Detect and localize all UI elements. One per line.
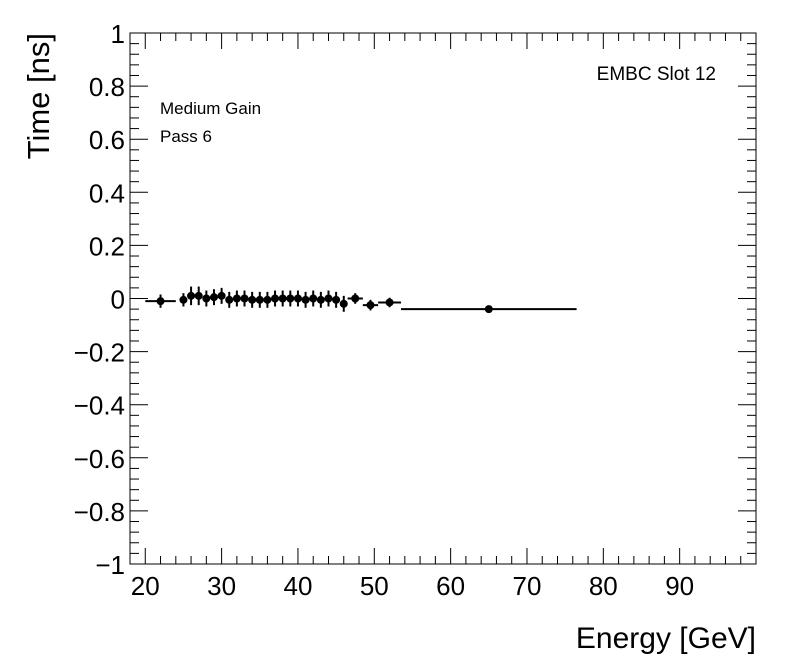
slot-annotation: EMBC Slot 12 xyxy=(597,64,716,85)
point-marker xyxy=(366,301,375,310)
y-tick-label: −0.4 xyxy=(74,391,125,421)
point-marker xyxy=(179,295,188,304)
point-marker xyxy=(156,297,165,306)
data-point xyxy=(378,297,402,308)
y-tick-label: 0.6 xyxy=(89,125,125,155)
data-point xyxy=(217,287,226,304)
data-point xyxy=(324,290,333,307)
point-marker xyxy=(309,294,318,303)
point-marker xyxy=(301,295,310,304)
x-tick-label: 20 xyxy=(131,571,160,601)
x-tick-label: 60 xyxy=(436,571,465,601)
point-marker xyxy=(194,291,203,300)
point-marker xyxy=(187,291,196,300)
y-tick-label: −1 xyxy=(95,550,125,580)
point-marker xyxy=(484,305,493,314)
data-point xyxy=(187,286,196,306)
data-point xyxy=(271,290,280,307)
data-point xyxy=(401,305,577,314)
data-point xyxy=(339,295,348,312)
x-tick-label: 30 xyxy=(207,571,236,601)
y-tick-label: −0.8 xyxy=(74,497,125,527)
x-tick-label: 70 xyxy=(513,571,542,601)
data-point xyxy=(232,290,241,307)
y-tick-label: −0.2 xyxy=(74,338,125,368)
data-point xyxy=(248,291,257,308)
data-point xyxy=(225,291,234,308)
pass-annotation: Pass 6 xyxy=(160,127,212,146)
y-tick-label: 0.8 xyxy=(89,72,125,102)
data-point xyxy=(194,286,203,306)
point-marker xyxy=(351,294,360,303)
x-tick-label: 50 xyxy=(360,571,389,601)
point-marker xyxy=(324,294,333,303)
y-tick-label: 1 xyxy=(111,19,125,49)
point-marker xyxy=(278,294,287,303)
y-axis-label: Time [ns] xyxy=(21,33,56,159)
data-point xyxy=(145,294,176,308)
data-point xyxy=(332,291,341,308)
y-tick-label: 0 xyxy=(111,285,125,315)
data-point xyxy=(278,290,287,307)
gain-annotation: Medium Gain xyxy=(160,99,261,118)
x-axis-label: Energy [GeV] xyxy=(576,622,756,655)
point-marker xyxy=(225,295,234,304)
y-tick-label: −0.6 xyxy=(74,444,125,474)
data-point xyxy=(255,291,264,308)
point-marker xyxy=(202,294,211,303)
data-point xyxy=(263,291,272,308)
data-point xyxy=(316,291,325,308)
point-marker xyxy=(339,299,348,308)
data-point xyxy=(202,290,211,307)
x-tick-label: 90 xyxy=(665,571,694,601)
point-marker xyxy=(209,293,218,302)
data-point xyxy=(179,293,188,307)
y-tick-label: 0.2 xyxy=(89,231,125,261)
point-marker xyxy=(255,295,264,304)
point-marker xyxy=(217,291,226,300)
data-point xyxy=(347,293,363,304)
data-point xyxy=(240,290,249,307)
x-tick-label: 80 xyxy=(589,571,618,601)
data-point xyxy=(286,290,295,307)
x-tick-label: 40 xyxy=(283,571,312,601)
point-marker xyxy=(271,294,280,303)
point-marker xyxy=(293,294,302,303)
data-point xyxy=(362,299,379,311)
point-marker xyxy=(232,294,241,303)
point-marker xyxy=(240,294,249,303)
y-tick-label: 0.4 xyxy=(89,178,125,208)
data-point xyxy=(209,289,218,306)
point-marker xyxy=(316,295,325,304)
point-marker xyxy=(286,294,295,303)
point-marker xyxy=(332,295,341,304)
data-point xyxy=(301,291,310,308)
data-point xyxy=(309,290,318,307)
point-marker xyxy=(385,298,394,307)
data-point xyxy=(293,290,302,307)
point-marker xyxy=(248,295,257,304)
point-marker xyxy=(263,295,272,304)
